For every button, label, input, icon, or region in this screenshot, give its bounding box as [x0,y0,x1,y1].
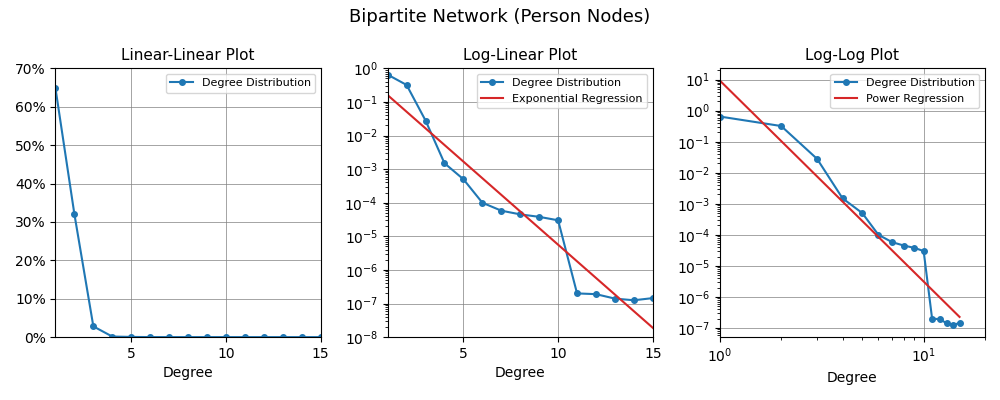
Degree Distribution [68,212,80,217]
X-axis label: Degree: Degree [495,366,546,380]
Degree Distribution [315,335,327,340]
Degree Distribution [926,316,938,321]
Degree Distribution [201,335,213,340]
Degree Distribution [886,240,898,244]
Degree Distribution [87,324,99,329]
Power Regression [916,277,928,282]
X-axis label: Degree: Degree [827,371,878,385]
Degree Distribution [296,335,308,340]
Exponential Regression [622,304,634,308]
X-axis label: Degree: Degree [163,366,213,380]
Exponential Regression [540,231,552,236]
Degree Distribution [277,335,289,340]
Text: Bipartite Network (Person Nodes): Bipartite Network (Person Nodes) [349,8,651,26]
Degree Distribution [811,156,823,161]
Degree Distribution [514,212,526,217]
Power Regression [954,314,966,319]
Exponential Regression [382,93,394,98]
Power Regression [861,223,873,228]
Degree Distribution [714,114,726,119]
Legend: Degree Distribution: Degree Distribution [166,74,315,93]
Degree Distribution [533,214,545,219]
Degree Distribution [258,335,270,340]
Power Regression [857,219,869,224]
Power Regression [931,292,943,297]
Degree Distribution [125,334,137,339]
Degree Distribution [49,86,61,91]
Degree Distribution [908,246,920,250]
Degree Distribution [898,243,910,248]
Degree Distribution [856,211,868,216]
Title: Log-Linear Plot: Log-Linear Plot [463,48,577,63]
Degree Distribution [571,291,583,296]
Degree Distribution [220,335,232,340]
Exponential Regression [544,235,556,240]
Degree Distribution [954,320,966,325]
Degree Distribution [163,335,175,340]
Degree Distribution [934,317,946,322]
Power Regression [856,218,868,223]
Degree Distribution [590,292,602,296]
Degree Distribution [476,200,488,205]
Title: Log-Log Plot: Log-Log Plot [805,48,899,63]
Legend: Degree Distribution, Power Regression: Degree Distribution, Power Regression [830,74,979,108]
Line: Exponential Regression: Exponential Regression [388,95,653,328]
Title: Linear-Linear Plot: Linear-Linear Plot [121,48,255,63]
Exponential Regression [647,326,659,330]
Degree Distribution [552,218,564,223]
Degree Distribution [144,335,156,340]
Line: Degree Distribution: Degree Distribution [385,72,656,303]
Degree Distribution [837,196,849,201]
Degree Distribution [775,124,787,128]
Degree Distribution [918,249,930,254]
Degree Distribution [941,321,953,326]
Power Regression [714,78,726,83]
Exponential Regression [383,94,395,98]
Degree Distribution [495,208,507,213]
Degree Distribution [947,322,959,327]
Exponential Regression [539,230,551,235]
Degree Distribution [647,296,659,300]
Degree Distribution [401,82,413,87]
Degree Distribution [182,335,194,340]
Degree Distribution [457,177,469,182]
Legend: Degree Distribution, Exponential Regression: Degree Distribution, Exponential Regress… [477,74,647,108]
Power Regression [715,79,727,84]
Exponential Regression [605,289,617,294]
Degree Distribution [872,232,884,237]
Degree Distribution [382,72,394,77]
Degree Distribution [628,298,640,303]
Line: Power Regression: Power Regression [720,80,960,317]
Degree Distribution [438,161,450,166]
Degree Distribution [420,118,432,123]
Degree Distribution [609,296,621,301]
Line: Degree Distribution: Degree Distribution [717,114,962,328]
Degree Distribution [239,335,251,340]
Degree Distribution [106,334,118,339]
Line: Degree Distribution: Degree Distribution [53,86,323,340]
